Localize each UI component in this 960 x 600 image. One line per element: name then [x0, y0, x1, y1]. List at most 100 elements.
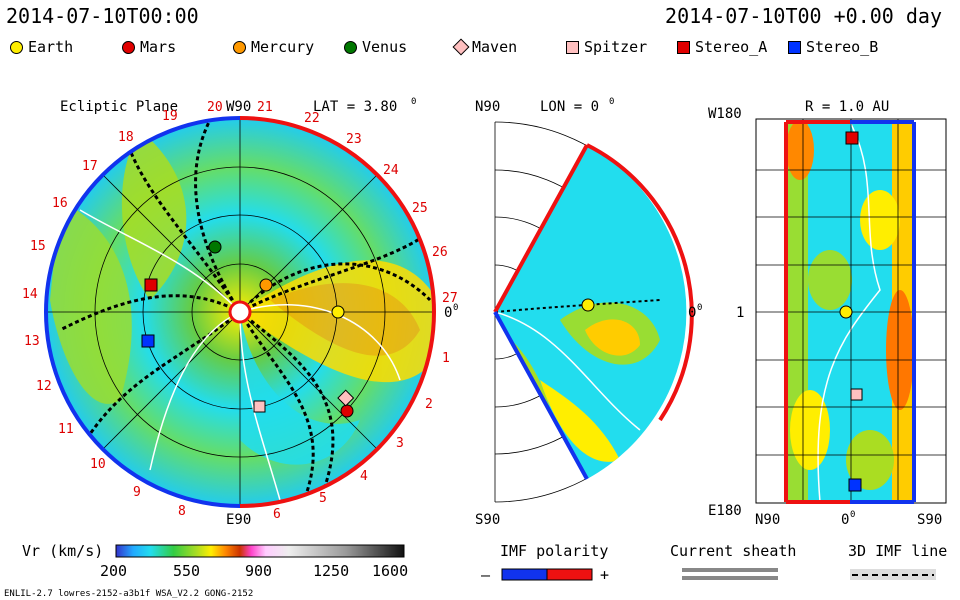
colorbar-tick-900: 900: [245, 562, 272, 580]
carrington-25: 25: [412, 201, 428, 216]
meridional-s90-label: S90: [475, 512, 500, 528]
legend-spitzer: Spitzer: [566, 38, 647, 56]
legend-label: Mercury: [251, 38, 315, 56]
meridional-title: LON = 0: [540, 99, 599, 115]
sphere-n90-label: N90: [755, 512, 780, 528]
carrington-20: 20: [207, 100, 223, 115]
sphere-0-label: 0: [841, 512, 849, 528]
imf-polarity-plus: +: [600, 566, 609, 584]
legend-mercury: Mercury: [233, 38, 314, 56]
stereo-b-marker-icon: [788, 40, 801, 54]
ecliptic-stereo-a-marker: [144, 278, 158, 292]
carrington-1: 1: [442, 351, 450, 366]
carrington-6: 6: [273, 507, 281, 522]
sphere-0-degree: 0: [850, 510, 855, 520]
carrington-8: 8: [178, 504, 186, 519]
carrington-3: 3: [396, 436, 404, 451]
ecliptic-plot: Ecliptic Plane LAT = 3.80 0 W90 E90 0 0 …: [22, 97, 458, 528]
meridional-0-label: 0: [688, 305, 696, 321]
legend-venus: Venus: [344, 38, 407, 56]
earth-marker-icon: [10, 40, 23, 54]
ecliptic-maven-marker: [337, 389, 355, 407]
velocity-colorbar: Vr (km/s) 200 550 900 1250 1600: [22, 542, 408, 580]
ecliptic-spitzer-marker: [253, 400, 266, 413]
carrington-27: 27: [442, 291, 458, 306]
stereo-a-marker-icon: [677, 40, 690, 54]
carrington-11: 11: [58, 422, 74, 437]
colorbar-label: Vr (km/s): [22, 542, 103, 560]
meridional-0-degree: 0: [697, 303, 702, 313]
sphere-map-plot: R = 1.0 AU W180 1 E180 N90 0 0 S90: [708, 99, 947, 528]
title-offset: 2014-07-10T00 +0.00 day: [665, 4, 942, 28]
legend-label: Maven: [472, 38, 518, 56]
legend-label: Stereo_A: [695, 38, 768, 56]
sphere-1-label: 1: [736, 305, 744, 321]
sphere-stereo-b-marker: [848, 478, 862, 492]
carrington-17: 17: [82, 159, 98, 174]
meridional-plot: N90 LON = 0 0 S90 0 0: [475, 97, 702, 528]
ecliptic-0-label: 0: [444, 305, 452, 321]
mars-marker-icon: [122, 40, 135, 54]
legend-earth: Earth: [10, 38, 73, 56]
carrington-14: 14: [22, 287, 38, 302]
sphere-spitzer-marker: [850, 388, 863, 401]
imf-polarity-label: IMF polarity: [500, 542, 608, 560]
legend-label: Stereo_B: [806, 38, 879, 56]
carrington-10: 10: [90, 457, 106, 472]
ecliptic-e90-label: E90: [226, 512, 251, 528]
carrington-15: 15: [30, 239, 46, 254]
colorbar-tick-1250: 1250: [313, 562, 349, 580]
carrington-5: 5: [319, 491, 327, 506]
sphere-title: R = 1.0 AU: [805, 99, 889, 115]
carrington-12: 12: [36, 379, 52, 394]
sphere-stereo-a-marker: [845, 131, 859, 145]
carrington-labels: 1 2 3 4 5 6 8 9 10 11 12 13 14 15 16 17 …: [22, 100, 458, 522]
title-timestamp: 2014-07-10T00:00: [6, 4, 199, 28]
sphere-w180-label: W180: [708, 106, 742, 122]
colorbar-tick-1600: 1600: [372, 562, 408, 580]
carrington-18: 18: [118, 130, 134, 145]
ecliptic-earth-marker: [331, 305, 345, 319]
carrington-16: 16: [52, 196, 68, 211]
meridional-n90-label: N90: [475, 99, 500, 115]
legend-stereo-b: Stereo_B: [788, 38, 878, 56]
ecliptic-w90-label: W90: [226, 99, 251, 115]
carrington-9: 9: [133, 485, 141, 500]
legend-label: Spitzer: [584, 38, 648, 56]
sphere-s90-label: S90: [917, 512, 942, 528]
colorbar-tick-550: 550: [173, 562, 200, 580]
carrington-26: 26: [432, 245, 448, 260]
imf-line-label: 3D IMF line: [848, 542, 947, 560]
ecliptic-mercury-marker: [259, 278, 273, 292]
carrington-21: 21: [257, 100, 273, 115]
colorbar-tick-200: 200: [100, 562, 127, 580]
imf-line-key: 3D IMF line: [848, 542, 947, 580]
meridional-earth-marker: [581, 298, 595, 312]
legend-stereo-a: Stereo_A: [677, 38, 767, 56]
carrington-24: 24: [383, 163, 399, 178]
mercury-marker-icon: [233, 40, 246, 54]
meridional-title-degree: 0: [609, 97, 614, 107]
imf-polarity-key: IMF polarity – +: [481, 542, 609, 584]
legend-maven: Maven: [452, 38, 518, 56]
sphere-earth-marker: [839, 305, 853, 319]
ecliptic-lat: LAT = 3.80: [313, 99, 397, 115]
carrington-4: 4: [360, 469, 368, 484]
legend-mars: Mars: [122, 38, 176, 56]
spitzer-marker-icon: [566, 40, 579, 54]
legend-label: Earth: [28, 38, 74, 56]
current-sheath-key: Current sheath: [670, 542, 796, 580]
venus-marker-icon: [344, 40, 357, 54]
current-sheath-label: Current sheath: [670, 542, 796, 560]
legend-label: Mars: [140, 38, 177, 56]
object-legend: Earth Mars Mercury Venus Maven Spitzer S…: [0, 38, 960, 60]
ecliptic-title: Ecliptic Plane: [60, 99, 178, 115]
footer-model-info: ENLIL-2.7 lowres-2152-a3b1f WSA_V2.2 GON…: [4, 589, 253, 599]
carrington-13: 13: [24, 334, 40, 349]
ecliptic-0-degree: 0: [453, 303, 458, 313]
legend-label: Venus: [362, 38, 408, 56]
ecliptic-venus-marker: [208, 240, 222, 254]
carrington-19: 19: [162, 109, 178, 124]
imf-polarity-minus: –: [481, 566, 491, 584]
